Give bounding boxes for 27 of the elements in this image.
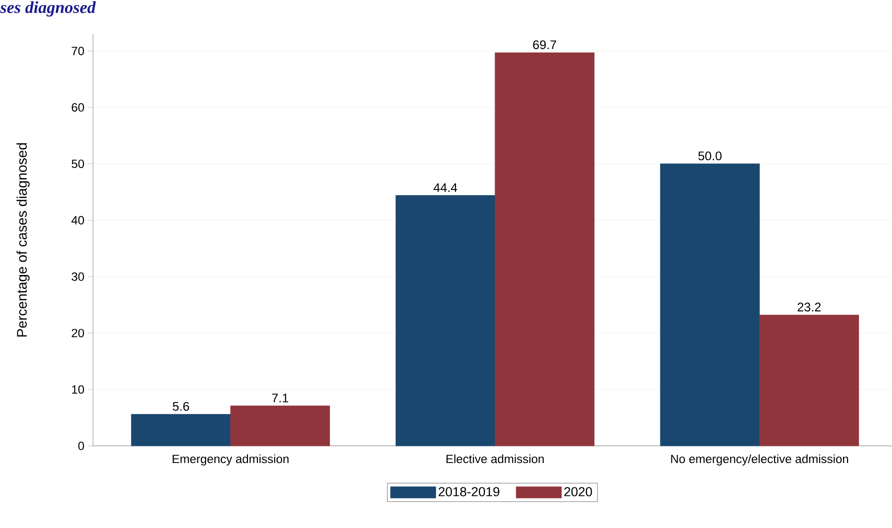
data-label: 7.1 (272, 394, 288, 402)
y-tick-label: 20 (72, 328, 84, 338)
data-label: 23.2 (798, 302, 821, 312)
bar (759, 314, 859, 446)
y-tick-label: 70 (72, 46, 84, 56)
y-tick-label: 50 (72, 160, 84, 168)
y-axis-title: Percentage of cases diagnosed (16, 143, 30, 337)
bar (660, 164, 760, 446)
data-label: 44.4 (434, 183, 458, 192)
y-tick-label: 10 (72, 385, 84, 394)
y-tick-label: 40 (71, 216, 84, 225)
y-tick-label: 60 (72, 103, 84, 112)
data-label: 5.6 (172, 402, 190, 411)
bar (230, 406, 330, 446)
y-tick-label: 0 (78, 442, 84, 450)
data-label: 69.7 (533, 40, 556, 50)
x-tick-label: Emergency admission (172, 454, 289, 466)
data-label: 50.0 (698, 152, 722, 160)
bar (396, 195, 496, 446)
bar (494, 52, 594, 446)
chart-title: ses diagnosed (0, 1, 96, 17)
bar (131, 414, 231, 446)
x-tick-label: Elective admission (446, 454, 544, 464)
legend-label: 2018-2019 (438, 487, 500, 496)
x-tick-label: No emergency/elective admission (671, 454, 848, 466)
y-tick-label: 30 (72, 272, 84, 281)
legend-label: 2020 (564, 487, 592, 496)
